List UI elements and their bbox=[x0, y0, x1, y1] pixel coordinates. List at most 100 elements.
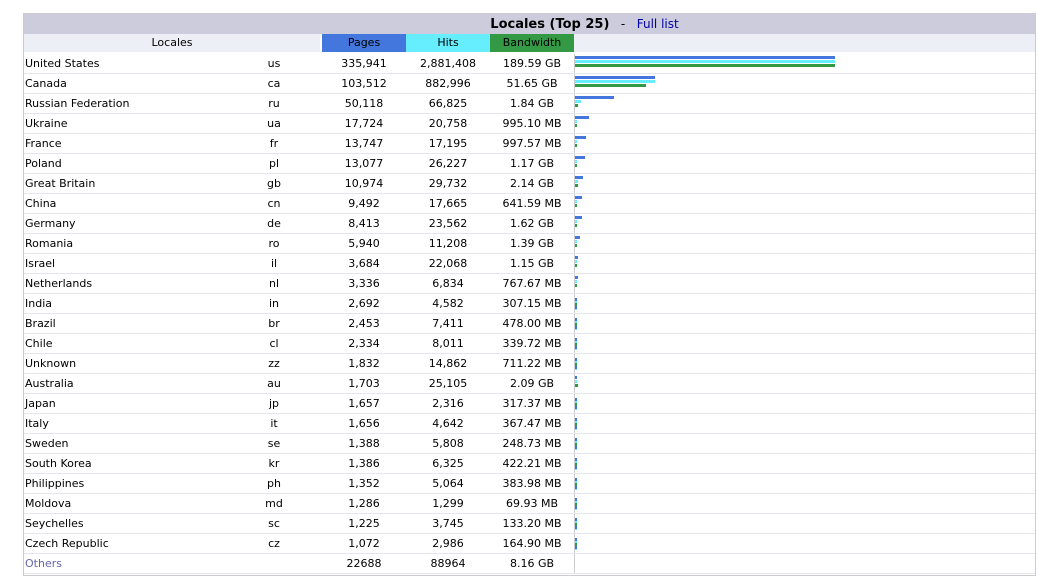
panel-title: Locales (Top 25) bbox=[490, 17, 610, 32]
row-graph bbox=[575, 455, 1035, 473]
locale-code: il bbox=[270, 257, 278, 270]
full-list-link[interactable]: Full list bbox=[636, 17, 679, 31]
row-graph bbox=[575, 415, 1035, 433]
locale-code: ro bbox=[268, 237, 280, 250]
row-graph bbox=[575, 515, 1035, 533]
row-graph bbox=[575, 355, 1035, 373]
locale-name: Philippines bbox=[25, 477, 85, 490]
bandwidth-bar bbox=[575, 224, 577, 227]
row-graph bbox=[575, 295, 1035, 313]
table-header: Locales Pages Hits Bandwidth bbox=[24, 34, 1035, 52]
row-graph bbox=[575, 75, 1035, 93]
locale-code: zz bbox=[268, 357, 280, 370]
row-graph bbox=[575, 375, 1035, 393]
row-graph bbox=[575, 275, 1035, 293]
row-graph bbox=[575, 115, 1035, 133]
pages-value: 2,692 bbox=[348, 297, 380, 310]
graph-divider bbox=[574, 54, 575, 574]
bandwidth-bar bbox=[575, 104, 578, 107]
locale-name: Great Britain bbox=[25, 177, 96, 190]
hits-bar bbox=[575, 120, 577, 123]
locale-name: France bbox=[25, 137, 62, 150]
bandwidth-value: 69.93 MB bbox=[505, 497, 559, 510]
bandwidth-value: 711.22 MB bbox=[502, 357, 562, 370]
table-row: Moldova md 1,286 1,299 69.93 MB bbox=[24, 494, 1035, 514]
locale-code: kr bbox=[268, 457, 280, 470]
hits-value: 3,745 bbox=[432, 517, 464, 530]
locale-code: gb bbox=[267, 177, 281, 190]
pages-column-header: Pages bbox=[322, 34, 406, 52]
bandwidth-value: 367.47 MB bbox=[502, 417, 562, 430]
hits-bar bbox=[575, 200, 577, 203]
hits-value: 2,986 bbox=[432, 537, 464, 550]
row-graph bbox=[575, 215, 1035, 233]
locale-name: Australia bbox=[25, 377, 74, 390]
pages-bar bbox=[575, 96, 614, 99]
pages-bar bbox=[575, 236, 580, 239]
locale-name: United States bbox=[25, 57, 100, 70]
pages-value: 50,118 bbox=[344, 97, 384, 110]
table-row: Sweden se 1,388 5,808 248.73 MB bbox=[24, 434, 1035, 454]
mini-bar bbox=[575, 458, 577, 470]
locale-name: Unknown bbox=[25, 357, 77, 370]
pages-value: 1,286 bbox=[348, 497, 380, 510]
table-row: Seychelles sc 1,225 3,745 133.20 MB bbox=[24, 514, 1035, 534]
locale-name: Israel bbox=[25, 257, 56, 270]
hits-value: 6,834 bbox=[432, 277, 464, 290]
hits-bar bbox=[575, 60, 835, 63]
locale-code: jp bbox=[268, 397, 280, 410]
pages-value: 1,703 bbox=[348, 377, 380, 390]
hits-value: 29,732 bbox=[428, 177, 468, 190]
hits-value: 11,208 bbox=[428, 237, 468, 250]
table-row: Chile cl 2,334 8,011 339.72 MB bbox=[24, 334, 1035, 354]
title-separator: - bbox=[620, 17, 626, 31]
bandwidth-value: 1.15 GB bbox=[509, 257, 555, 270]
hits-bar bbox=[575, 100, 581, 103]
locale-name: Germany bbox=[25, 217, 76, 230]
others-row: Others 22688 88964 8.16 GB bbox=[24, 554, 1035, 574]
bandwidth-bar bbox=[575, 204, 577, 207]
title-bar bbox=[24, 14, 1035, 34]
table-row: China cn 9,492 17,665 641.59 MB bbox=[24, 194, 1035, 214]
table-row: Russian Federation ru 50,118 66,825 1.84 GB bbox=[24, 94, 1035, 114]
table-row: South Korea kr 1,386 6,325 422.21 MB bbox=[24, 454, 1035, 474]
pages-value: 13,077 bbox=[344, 157, 384, 170]
mini-bar bbox=[575, 538, 577, 550]
hits-value: 4,642 bbox=[432, 417, 464, 430]
pages-bar bbox=[575, 76, 655, 79]
locale-code: ca bbox=[267, 77, 281, 90]
locale-code: us bbox=[267, 57, 281, 70]
locale-name: South Korea bbox=[25, 457, 92, 470]
pages-value: 1,352 bbox=[348, 477, 380, 490]
locale-code: ru bbox=[268, 97, 280, 110]
bandwidth-value: 307.15 MB bbox=[502, 297, 562, 310]
locale-name: Netherlands bbox=[25, 277, 93, 290]
table-row: Philippines ph 1,352 5,064 383.98 MB bbox=[24, 474, 1035, 494]
table-row: Poland pl 13,077 26,227 1.17 GB bbox=[24, 154, 1035, 174]
pages-value: 2,334 bbox=[348, 337, 380, 350]
row-graph bbox=[575, 55, 1035, 73]
pages-value: 17,724 bbox=[344, 117, 384, 130]
bandwidth-value: 317.37 MB bbox=[502, 397, 562, 410]
locale-code: de bbox=[267, 217, 281, 230]
mini-bar bbox=[575, 398, 577, 410]
bandwidth-value: 2.09 GB bbox=[509, 377, 555, 390]
hits-value: 2,881,408 bbox=[420, 57, 476, 70]
mini-bar bbox=[575, 298, 577, 310]
bandwidth-value: 641.59 MB bbox=[502, 197, 562, 210]
hits-value: 22,068 bbox=[428, 257, 468, 270]
pages-value: 1,832 bbox=[348, 357, 380, 370]
mini-bar bbox=[575, 498, 577, 510]
row-graph bbox=[575, 155, 1035, 173]
hits-bar bbox=[575, 180, 578, 183]
locale-code: cn bbox=[267, 197, 281, 210]
mini-bar bbox=[575, 318, 577, 330]
locale-code: pl bbox=[268, 157, 280, 170]
hits-value: 5,808 bbox=[432, 437, 464, 450]
bandwidth-value: 189.59 GB bbox=[502, 57, 562, 70]
table-row: Canada ca 103,512 882,996 51.65 GB bbox=[24, 74, 1035, 94]
hits-value: 17,665 bbox=[428, 197, 468, 210]
pages-value: 13,747 bbox=[344, 137, 384, 150]
table-row: United States us 335,941 2,881,408 189.59 GB bbox=[24, 54, 1035, 74]
title-area: Locales (Top 25) - Full list bbox=[24, 14, 1035, 34]
